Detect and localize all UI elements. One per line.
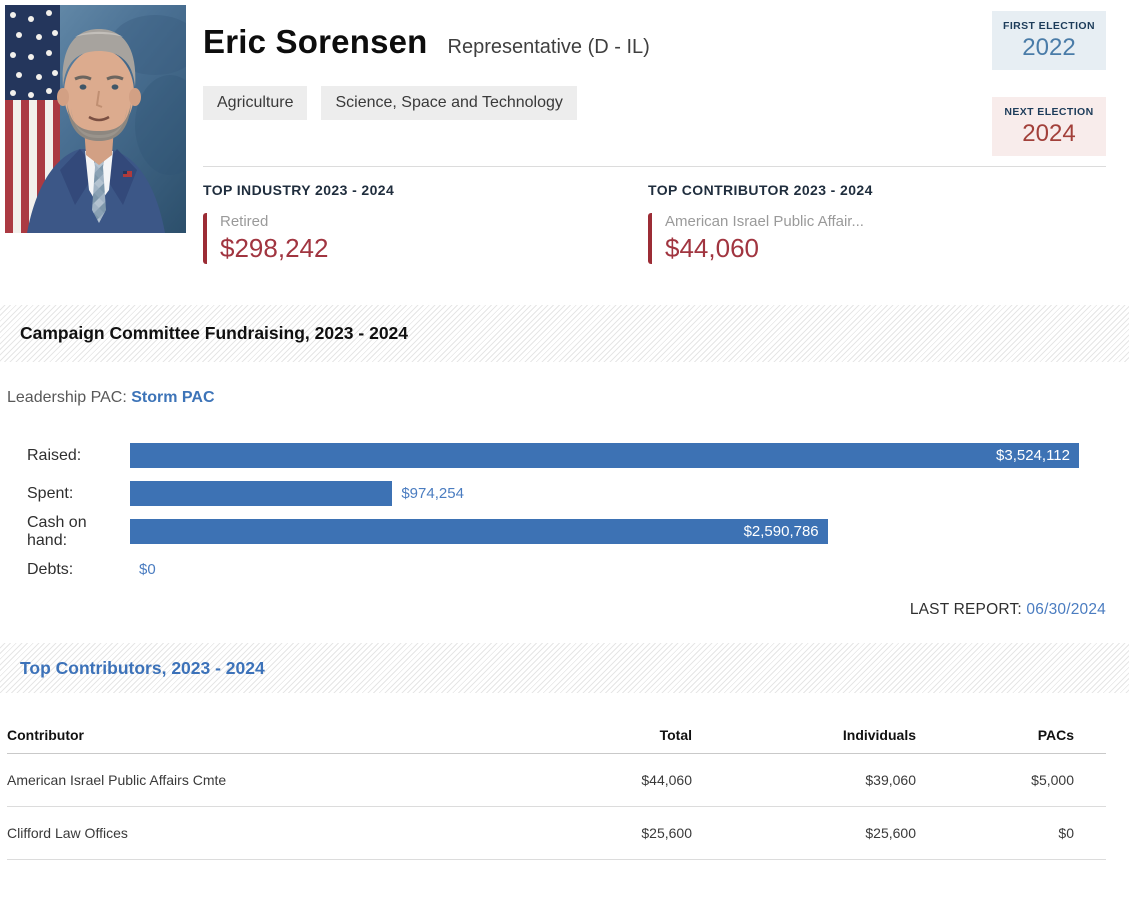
bar-value-debts: $0 (139, 561, 156, 578)
first-election-year: 2022 (1022, 34, 1076, 61)
chart-label-spent: Spent: (27, 484, 74, 502)
bar-value-raised: $3,524,112 (996, 447, 1070, 464)
bar-spent (130, 481, 393, 506)
top-contributors-table: Contributor Total Individuals PACs Ameri… (7, 721, 1106, 860)
flag-lapel-pin (123, 171, 132, 177)
table-row: American Israel Public Affairs Cmte $44,… (7, 753, 1106, 807)
bar-cash-on-hand: $2,590,786 (130, 519, 828, 544)
leadership-pac-line: Leadership PAC: Storm PAC (7, 389, 1129, 407)
next-election-box: NEXT ELECTION 2024 (992, 97, 1106, 156)
top-industry-heading: TOP INDUSTRY 2023 - 2024 (203, 182, 395, 198)
committee-tags: Agriculture Science, Space and Technolog… (203, 86, 1106, 120)
profile-header: Eric Sorensen Representative (D - IL) Ag… (0, 0, 1129, 264)
page-title: Eric Sorensen (203, 23, 428, 60)
candidate-title: Representative (D - IL) (447, 36, 650, 58)
committee-tag-agriculture[interactable]: Agriculture (203, 86, 308, 120)
fundraising-section-title: Campaign Committee Fundraising, 2023 - 2… (20, 323, 409, 343)
top-industry-stat: TOP INDUSTRY 2023 - 2024 Retired $298,24… (203, 182, 648, 264)
cell-contributor: Clifford Law Offices (7, 806, 562, 860)
top-contributor-amount: $44,060 (665, 233, 759, 263)
chart-label-cash: Cash on hand: (27, 513, 87, 549)
top-contributor-stat: TOP CONTRIBUTOR 2023 - 2024 American Isr… (648, 182, 1093, 264)
chart-row-cash: Cash on hand: $2,590,786 (0, 514, 1129, 549)
leadership-pac-link[interactable]: Storm PAC (131, 389, 215, 406)
col-header-pacs: PACs (916, 721, 1106, 754)
committee-tag-science[interactable]: Science, Space and Technology (321, 86, 577, 120)
leadership-pac-label: Leadership PAC: (7, 389, 127, 406)
bar-value-cash: $2,590,786 (743, 523, 819, 540)
top-industry-name: Retired (220, 213, 269, 230)
table-row: Clifford Law Offices $25,600 $25,600 $0 (7, 806, 1106, 860)
cell-individuals: $39,060 (692, 753, 916, 807)
bar-raised: $3,524,112 (130, 443, 1079, 468)
portrait-illustration (5, 5, 186, 233)
last-report-date-link[interactable]: 06/30/2024 (1026, 601, 1106, 618)
table-header-row: Contributor Total Individuals PACs (7, 721, 1106, 754)
chart-label-raised: Raised: (27, 446, 82, 464)
profile-photo (5, 5, 186, 233)
cell-total: $25,600 (562, 806, 692, 860)
last-report-line: LAST REPORT: 06/30/2024 (0, 601, 1129, 619)
chart-row-raised: Raised: $3,524,112 (0, 443, 1129, 468)
election-boxes: FIRST ELECTION 2022 NEXT ELECTION 2024 (992, 11, 1106, 183)
cell-pacs: $5,000 (916, 753, 1106, 807)
top-contributor-heading: TOP CONTRIBUTOR 2023 - 2024 (648, 182, 873, 198)
col-header-total: Total (562, 721, 692, 754)
fundraising-bar-chart: Raised: $3,524,112 Spent: $974,254 Cash … (0, 443, 1129, 582)
next-election-year: 2024 (1022, 120, 1076, 147)
top-contributor-name: American Israel Public Affair... (665, 213, 864, 230)
first-election-label: FIRST ELECTION (1003, 20, 1095, 32)
chart-row-spent: Spent: $974,254 (0, 481, 1129, 506)
top-stats: TOP INDUSTRY 2023 - 2024 Retired $298,24… (203, 167, 1106, 264)
first-election-box: FIRST ELECTION 2022 (992, 11, 1106, 70)
col-header-individuals: Individuals (692, 721, 916, 754)
chart-label-debts: Debts: (27, 560, 74, 578)
cell-total: $44,060 (562, 753, 692, 807)
next-election-label: NEXT ELECTION (1004, 106, 1094, 118)
top-industry-amount: $298,242 (220, 233, 329, 263)
cell-individuals: $25,600 (692, 806, 916, 860)
col-header-contributor: Contributor (7, 721, 562, 754)
header-divider (203, 166, 1106, 167)
chart-row-debts: Debts: $0 (0, 557, 1129, 582)
last-report-label: LAST REPORT: (909, 601, 1022, 618)
bar-value-spent: $974,254 (401, 485, 464, 502)
section-header-fundraising: Campaign Committee Fundraising, 2023 - 2… (0, 305, 1129, 362)
cell-contributor: American Israel Public Affairs Cmte (7, 753, 562, 807)
section-header-top-contributors: Top Contributors, 2023 - 2024 (0, 643, 1129, 693)
header-info: Eric Sorensen Representative (D - IL) Ag… (186, 5, 1129, 264)
top-contributors-section-title: Top Contributors, 2023 - 2024 (20, 657, 265, 678)
candidate-profile-page: Eric Sorensen Representative (D - IL) Ag… (0, 0, 1129, 860)
cell-pacs: $0 (916, 806, 1106, 860)
